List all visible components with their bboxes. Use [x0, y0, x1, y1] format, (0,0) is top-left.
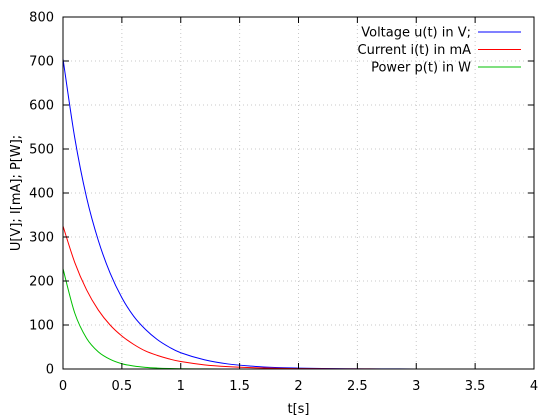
x-tick-label: 2.5 — [347, 379, 368, 394]
y-axis-label: U[V]; I[mA]; P[W]; — [9, 135, 24, 251]
x-tick-label: 0 — [59, 379, 67, 394]
x-tick-label: 0.5 — [112, 379, 133, 394]
grid — [63, 17, 534, 369]
x-tick-label: 1 — [177, 379, 185, 394]
x-tick-label: 3.5 — [465, 379, 486, 394]
legend-label: Current i(t) in mA — [358, 43, 472, 58]
x-tick-label: 3 — [412, 379, 420, 394]
y-tick-label: 700 — [29, 55, 54, 70]
x-axis-label: t[s] — [287, 402, 309, 417]
y-tick-label: 0 — [46, 363, 54, 378]
legend-label: Voltage u(t) in V; — [361, 26, 471, 41]
legend-label: Power p(t) in W — [371, 61, 471, 76]
y-tick-label: 600 — [29, 99, 54, 114]
y-tick-label: 500 — [29, 143, 54, 158]
x-tick-label: 1.5 — [229, 379, 250, 394]
y-tick-label: 400 — [29, 187, 54, 202]
x-tick-label: 4 — [530, 379, 538, 394]
y-tick-label: 800 — [29, 11, 54, 26]
y-tick-label: 200 — [29, 275, 54, 290]
x-tick-label: 2 — [294, 379, 302, 394]
y-tick-label: 300 — [29, 231, 54, 246]
legend: Voltage u(t) in V; Current i(t) in mA Powe… — [358, 26, 521, 76]
y-tick-label: 100 — [29, 319, 54, 334]
axis-ticks: 0 0.5 1 1.5 2 2.5 3 3.5 4 0 100 200 300 400 500 600 700 8… — [29, 11, 538, 395]
